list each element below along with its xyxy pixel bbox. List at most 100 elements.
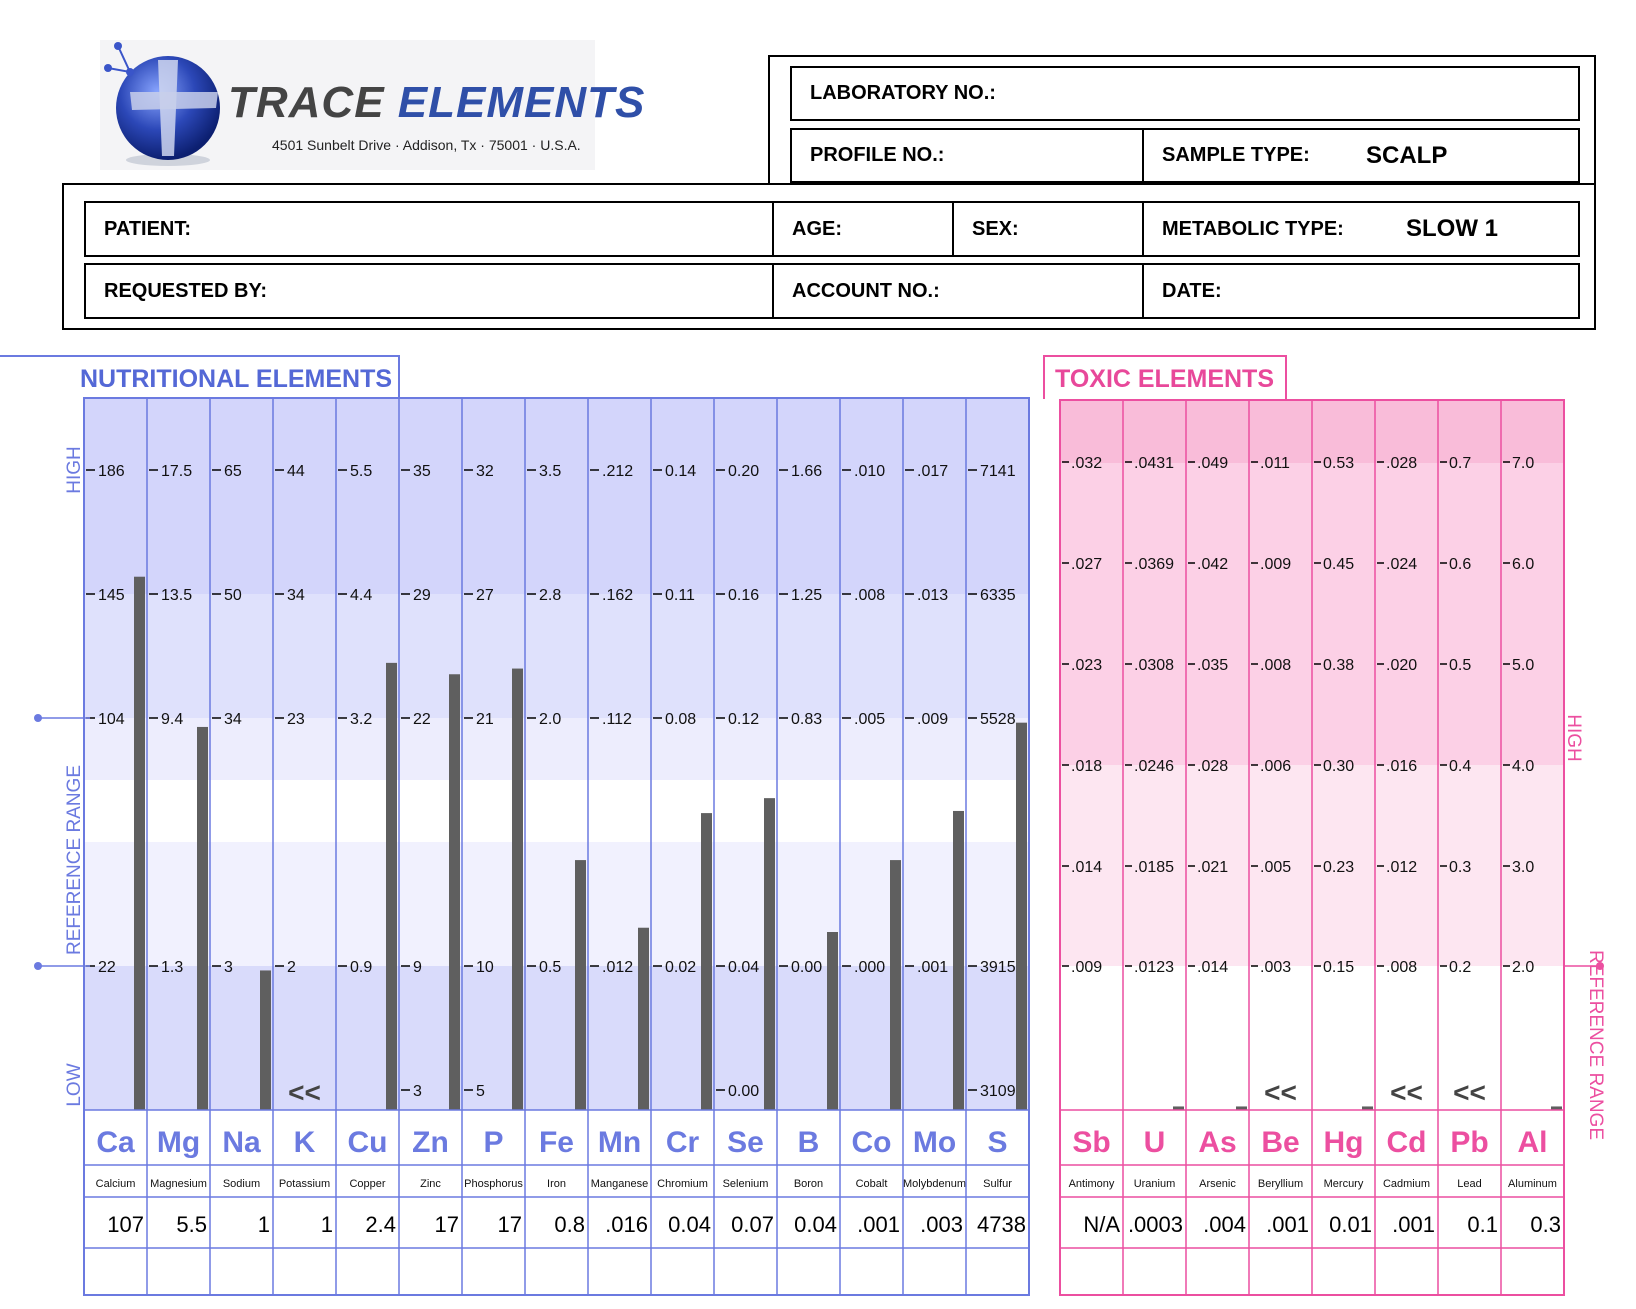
tick-label: .042 [1197,556,1228,573]
tick-label: 145 [98,587,125,604]
result-bar-u [1173,1106,1184,1110]
tick-label: 23 [287,711,305,728]
logo-word-trace: TRACE [228,78,385,127]
result-value: .001 [1266,1212,1309,1237]
tick-label: 6.0 [1512,556,1534,573]
element-symbol-ca: Ca [96,1126,135,1159]
result-value: 0.01 [1329,1212,1372,1237]
result-bar-mo [953,810,964,1110]
result-bar-s [1016,722,1027,1110]
tick-label: 4.0 [1512,758,1534,775]
tick-label: .0369 [1134,556,1174,573]
result-value: 107 [107,1212,144,1237]
tick-label: .027 [1071,556,1102,573]
tick-label: 3.5 [539,463,561,480]
result-value: 0.1 [1467,1212,1498,1237]
tick-label: 9.4 [161,711,183,728]
element-name: Cobalt [856,1178,888,1190]
result-value: 0.04 [794,1212,837,1237]
element-symbol-co: Co [852,1126,892,1159]
result-value: 2.4 [365,1212,396,1237]
element-symbol-al: Al [1518,1126,1548,1159]
result-bar-fe [575,860,586,1110]
sample-type-label: SAMPLE TYPE: [1162,144,1310,166]
tick-label: 34 [224,711,242,728]
element-name: Boron [794,1178,823,1190]
result-bar-cu [386,662,397,1110]
laboratory-no-label: LABORATORY NO.: [810,82,996,104]
element-symbol-cd: Cd [1387,1126,1427,1159]
element-name: Iron [547,1178,566,1190]
logo-globe-icon [104,42,220,166]
result-value: 1 [258,1212,270,1237]
requested-by-label: REQUESTED BY: [104,279,267,302]
header-frame-main [62,183,1596,330]
result-bar-na [260,970,271,1110]
logo [100,40,595,170]
result-bar-b [827,932,838,1110]
tick-label: 17.5 [161,463,192,480]
toxic-title: TOXIC ELEMENTS [1055,365,1275,393]
tick-label: 32 [476,463,494,480]
tick-label: 50 [224,587,242,604]
nutritional-low-band [84,966,1029,1110]
toxic-frame [1059,399,1565,1296]
element-symbol-u: U [1144,1126,1166,1159]
result-value: 1 [321,1212,333,1237]
axis-high-label: HIGH [64,446,85,494]
tick-label: 1.66 [791,463,822,480]
element-name: Sulfur [983,1178,1012,1190]
tick-label: .0123 [1134,959,1174,976]
age-label: AGE: [792,217,842,240]
tick-label: 0.15 [1323,959,1354,976]
date-label: DATE: [1162,279,1222,302]
tick-label: 1.25 [791,587,822,604]
element-name: Sodium [223,1178,260,1190]
metabolic-type-field: METABOLIC TYPE: SLOW 1 [1142,201,1580,257]
tick-label: 3.0 [1512,859,1534,876]
logo-title: TRACE ELEMENTS [228,78,645,128]
result-bar-co [890,860,901,1110]
result-value: .016 [605,1212,648,1237]
result-bar-ca [134,576,145,1110]
tick-label: .0308 [1134,657,1174,674]
tick-label: .009 [1071,959,1102,976]
tick-label: .005 [854,711,885,728]
metabolic-type-value: SLOW 1 [1406,215,1499,242]
tick-label: .001 [917,959,948,976]
below-range-marker: << [288,1077,321,1108]
toxic-axis-reference-range-label: REFERENCE RANGE [1585,950,1606,1140]
tick-label: .009 [1260,556,1291,573]
tick-label: 0.9 [350,959,372,976]
tick-label: .017 [917,463,948,480]
below-range-marker: << [1453,1077,1486,1108]
result-value: .004 [1203,1212,1246,1237]
tick-label: 10 [476,959,494,976]
tick-label: .010 [854,463,885,480]
element-symbol-be: Be [1261,1126,1299,1159]
tick-label: 1.3 [161,959,183,976]
nutritional-tab: NUTRITIONAL ELEMENTS [0,355,400,399]
element-symbol-zn: Zn [412,1126,449,1159]
tick-label: 0.5 [539,959,561,976]
tick-label: 22 [413,711,431,728]
element-symbol-s: S [987,1126,1007,1159]
tick-label: 44 [287,463,305,480]
tick-label: 6335 [980,587,1016,604]
element-symbol-pb: Pb [1450,1126,1488,1159]
tick-label: .018 [1071,758,1102,775]
tick-label: .014 [1197,959,1228,976]
tick-label: .008 [854,587,885,604]
toxic-range-pointer-dot [1596,962,1604,970]
tick-label: .0246 [1134,758,1174,775]
toxic-axis-high-label: HIGH [1563,714,1584,762]
tick-label: 65 [224,463,242,480]
nutritional-high-band-1 [84,398,1029,594]
result-value: 17 [435,1212,459,1237]
element-symbol-hg: Hg [1324,1126,1364,1159]
result-value: 0.07 [731,1212,774,1237]
tick-label: .112 [602,711,632,728]
result-value: .001 [857,1212,900,1237]
tick-label: 0.04 [728,959,759,976]
tick-label: 3109 [980,1083,1016,1100]
